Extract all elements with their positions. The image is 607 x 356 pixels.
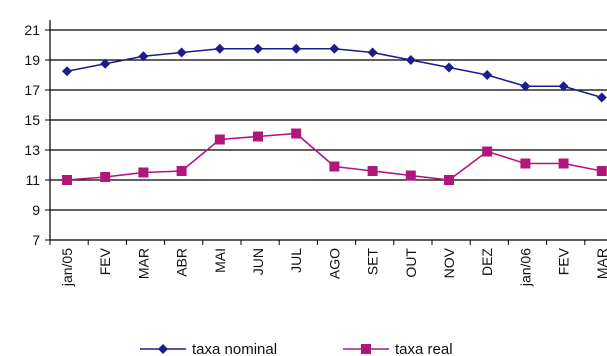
x-tick-label: JUL [288, 248, 304, 273]
x-tick-label: jan/05 [59, 248, 75, 287]
data-point [367, 47, 378, 58]
data-point [405, 55, 416, 65]
legend-label: taxa nominal [192, 341, 277, 356]
data-point [596, 92, 607, 103]
data-point [405, 170, 416, 181]
data-point [138, 51, 149, 62]
legend-label: taxa real [395, 341, 453, 356]
data-point [558, 81, 569, 92]
legend: taxa nominal taxa real [140, 341, 453, 356]
data-point [520, 158, 531, 169]
data-point [176, 166, 187, 176]
series [62, 43, 607, 185]
legend-item-1: taxa real [343, 341, 453, 356]
x-tick-label: MAI [212, 248, 228, 273]
legend-marker [361, 344, 371, 354]
legend-marker [158, 344, 168, 354]
data-point [482, 70, 493, 80]
y-tick-labels: 7 9 11 13 15 17 19 21 [24, 22, 40, 248]
data-point [596, 166, 607, 176]
data-point [291, 43, 302, 54]
data-point [214, 43, 225, 54]
y-tick-label: 7 [32, 232, 40, 248]
x-tick-label: MAR [135, 248, 151, 279]
series-0 [62, 43, 607, 103]
x-tick-label: NOV [441, 247, 457, 278]
y-tick-label: 11 [25, 172, 40, 188]
y-tick-label: 15 [24, 112, 40, 128]
x-tick-label: MAR [594, 248, 607, 279]
data-point [291, 128, 302, 139]
data-point [367, 166, 378, 176]
data-point [62, 66, 72, 77]
y-tick-label: 17 [24, 82, 40, 98]
data-point [253, 43, 263, 54]
data-point [444, 62, 454, 73]
data-point [100, 58, 111, 69]
data-point [444, 175, 454, 185]
x-tick-label: FEV [556, 247, 572, 275]
x-tick-label: jan/06 [517, 248, 533, 287]
series-1 [62, 128, 607, 185]
data-point [253, 131, 263, 142]
data-point [329, 43, 340, 54]
gridlines [50, 29, 607, 211]
x-tick-label: FEV [97, 247, 113, 275]
data-point [520, 81, 531, 92]
x-tick-labels: jan/05 FEV MAR ABR MAI JUN JUL AGO SET OUT NOV DEZ j… [59, 247, 607, 287]
x-tick-label: AGO [326, 248, 342, 279]
x-tick-label: ABR [174, 248, 190, 277]
data-point [329, 161, 340, 172]
axes [45, 20, 607, 245]
y-tick-label: 21 [24, 22, 40, 38]
y-tick-label: 13 [24, 142, 40, 158]
data-point [214, 134, 225, 145]
x-tick-label: DEZ [479, 248, 495, 276]
y-tick-label: 19 [24, 52, 40, 68]
data-point [62, 175, 72, 185]
data-point [558, 158, 569, 169]
x-tick-label: SET [365, 248, 381, 276]
data-point [176, 47, 187, 58]
data-point [138, 167, 149, 178]
x-tick-label: OUT [403, 248, 419, 278]
y-tick-label: 9 [32, 202, 40, 218]
legend-item-0: taxa nominal [140, 341, 277, 356]
x-tick-label: JUN [250, 248, 266, 275]
data-point [100, 172, 111, 182]
data-point [482, 146, 493, 157]
